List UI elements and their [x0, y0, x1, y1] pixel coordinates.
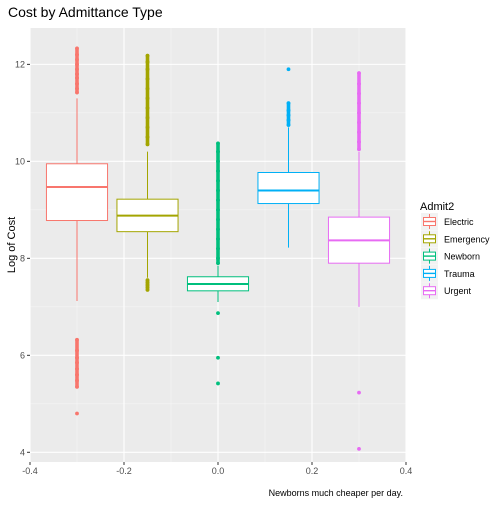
- outlier-point: [216, 355, 220, 360]
- legend-label-newborn: Newborn: [444, 252, 480, 262]
- legend-item-emergency: Emergency: [421, 230, 490, 248]
- legend: Admit2 Electric Emergency Newborn Trauma Urg…: [420, 201, 490, 300]
- legend-label-emergency: Emergency: [444, 234, 490, 244]
- legend-label-urgent: Urgent: [444, 286, 472, 296]
- x-tick-label: 0.0: [212, 466, 225, 476]
- x-tick-label: -0.4: [22, 466, 38, 476]
- legend-title: Admit2: [420, 201, 454, 213]
- box-urgent: [327, 71, 391, 451]
- legend-label-trauma: Trauma: [444, 269, 475, 279]
- y-axis: 4 6 8 10 12: [15, 59, 30, 457]
- chart-caption: Newborns much cheaper per day.: [269, 488, 403, 498]
- legend-item-trauma: Trauma: [421, 264, 475, 282]
- y-axis-title: Log of Cost: [6, 217, 18, 273]
- x-axis: -0.4 -0.2 0.0 0.2 0.4: [22, 462, 412, 476]
- box-iqr: [45, 163, 109, 222]
- legend-label-electric: Electric: [444, 217, 474, 227]
- chart-title: Cost by Admittance Type: [8, 4, 163, 20]
- x-tick-label: 0.2: [306, 466, 319, 476]
- y-tick-label: 12: [15, 59, 25, 69]
- y-tick-label: 8: [20, 253, 25, 263]
- box-newborn: [186, 141, 250, 386]
- x-tick-label: 0.4: [400, 466, 413, 476]
- outlier-point: [75, 411, 79, 416]
- legend-item-newborn: Newborn: [421, 247, 480, 265]
- outlier-point: [357, 447, 361, 451]
- y-tick-label: 10: [15, 156, 25, 166]
- box-emergency: [116, 53, 179, 292]
- boxplot-series: [45, 46, 391, 451]
- y-tick-label: 4: [20, 447, 25, 457]
- legend-items: Electric Emergency Newborn Trauma Urgent: [421, 213, 490, 300]
- outlier-point: [357, 390, 361, 395]
- legend-item-electric: Electric: [421, 213, 474, 230]
- legend-item-urgent: Urgent: [421, 282, 472, 300]
- x-tick-label: -0.2: [116, 466, 132, 476]
- y-tick-label: 6: [20, 350, 25, 360]
- outlier-point: [216, 311, 220, 316]
- outlier-point: [286, 67, 291, 72]
- box-iqr: [257, 172, 320, 205]
- box-electric: [45, 46, 109, 416]
- box-trauma: [257, 67, 320, 248]
- outlier-point: [216, 381, 220, 386]
